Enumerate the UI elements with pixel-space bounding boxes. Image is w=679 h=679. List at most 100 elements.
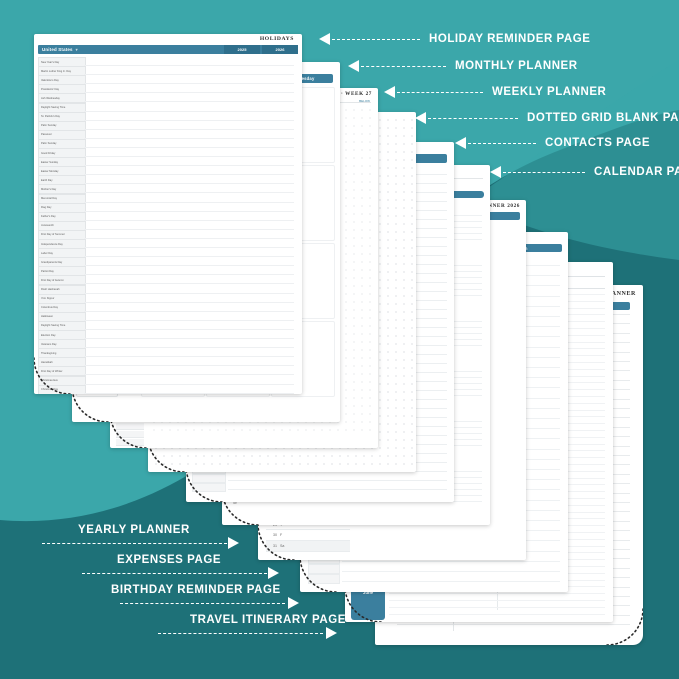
weekly-planner-week-label: 2025 · WEEK 27 xyxy=(326,91,372,97)
birthday-row-line xyxy=(389,613,605,615)
annotation-arrow-left-icon xyxy=(384,86,395,98)
holiday-row-line xyxy=(84,112,294,121)
annotation-label: DOTTED GRID BLANK PAGE xyxy=(527,112,679,124)
holiday-row-line xyxy=(84,366,294,376)
annotation-dash-line xyxy=(120,603,285,604)
weekly-hour-slot xyxy=(116,439,144,446)
holiday-row-line xyxy=(84,248,294,258)
holiday-row-line xyxy=(84,239,294,249)
holidays-year-2025: 2025 xyxy=(224,45,260,54)
weekly-planner-sub-label: BELOW xyxy=(359,99,370,103)
holiday-row-line xyxy=(84,184,294,194)
holiday-row-line xyxy=(84,157,294,167)
annotation-dash-line xyxy=(397,91,483,93)
holidays-year-2026: 2026 xyxy=(262,45,298,54)
contacts-row-line xyxy=(228,480,447,481)
annotation-arrow-left-icon xyxy=(319,33,330,45)
annotation-birthday-reminder: BIRTHDAY REMINDER PAGE xyxy=(0,584,679,609)
birthday-row-line xyxy=(389,606,605,608)
birthday-row-line xyxy=(389,600,605,601)
annotation-calendar: CALENDAR PAGE xyxy=(490,166,679,178)
annotation-dash-line xyxy=(158,633,323,634)
annotation-arrow-right-icon xyxy=(288,597,299,609)
expenses-row-line xyxy=(342,560,560,562)
holiday-row-line xyxy=(84,303,294,312)
contacts-row-cell[interactable] xyxy=(192,474,226,483)
holiday-row-line xyxy=(84,330,294,340)
holiday-row-line xyxy=(84,285,294,294)
annotation-dash-line xyxy=(82,573,267,574)
annotation-arrow-left-icon xyxy=(455,137,466,149)
annotation-weekly-planner: WEEKLY PLANNER xyxy=(384,86,606,98)
contacts-row-line xyxy=(228,489,447,490)
holiday-row-line xyxy=(84,148,294,158)
annotation-label: BIRTHDAY REMINDER PAGE xyxy=(111,584,281,596)
annotation-dash-line xyxy=(332,38,420,40)
annotation-holiday-reminder: HOLIDAY REMINDER PAGE xyxy=(319,33,590,45)
holiday-row-line xyxy=(84,257,294,267)
annotation-dotted-grid: DOTTED GRID BLANK PAGE xyxy=(415,112,679,124)
contacts-row-cell[interactable] xyxy=(192,483,226,492)
holiday-row-line xyxy=(84,321,294,330)
holiday-row-line xyxy=(84,203,294,212)
birthday-row-line xyxy=(389,593,605,595)
annotation-label: EXPENSES PAGE xyxy=(117,554,222,566)
holiday-row-line xyxy=(84,275,294,285)
annotation-dash-line xyxy=(468,142,536,144)
holiday-row-line xyxy=(84,221,294,230)
holiday-row-line xyxy=(84,376,294,385)
holiday-row-line xyxy=(84,357,294,367)
annotation-contacts: CONTACTS PAGE xyxy=(455,137,650,149)
holiday-row-line xyxy=(84,194,294,203)
annotation-label: CONTACTS PAGE xyxy=(545,137,651,149)
weekly-hour-slot xyxy=(116,423,144,430)
holiday-row-line xyxy=(84,166,294,176)
page-holiday-reminder[interactable]: HOLIDAYS United States ▾ 2025 2026 New Y… xyxy=(34,34,302,394)
holiday-row-line xyxy=(84,175,294,185)
travel-row-line[interactable] xyxy=(397,624,630,626)
expenses-row-line xyxy=(342,571,560,572)
holiday-row-line xyxy=(84,66,294,76)
annotation-dash-line xyxy=(42,543,227,544)
holidays-header-bar: United States ▾ xyxy=(38,45,294,54)
holiday-row-line xyxy=(84,57,294,67)
holiday-row-line xyxy=(84,339,294,349)
holiday-row-line xyxy=(84,294,294,303)
expenses-row-line xyxy=(342,581,560,583)
weekly-hour-slot xyxy=(116,431,144,438)
holiday-row-line xyxy=(84,84,294,94)
holidays-country: United States xyxy=(42,47,73,52)
annotation-arrow-right-icon xyxy=(228,537,239,549)
holiday-row-line xyxy=(84,348,294,358)
chevron-down-icon[interactable]: ▾ xyxy=(75,47,78,52)
holiday-row-line xyxy=(84,121,294,130)
annotation-expenses: EXPENSES PAGE xyxy=(0,554,679,579)
annotation-travel-itinerary: TRAVEL ITINERARY PAGE xyxy=(0,614,679,639)
annotation-arrow-left-icon xyxy=(415,112,426,124)
annotation-yearly-planner: YEARLY PLANNER xyxy=(0,524,679,549)
annotation-monthly-planner: MONTHLY PLANNER xyxy=(348,60,577,72)
holiday-row-line xyxy=(84,312,294,321)
annotation-arrow-left-icon xyxy=(490,166,501,178)
annotation-label: WEEKLY PLANNER xyxy=(492,86,607,98)
annotation-label: YEARLY PLANNER xyxy=(78,524,190,536)
annotation-label: MONTHLY PLANNER xyxy=(455,60,578,72)
holiday-row-line xyxy=(84,93,294,103)
annotation-label: CALENDAR PAGE xyxy=(594,166,679,178)
annotation-arrow-right-icon xyxy=(326,627,337,639)
holiday-row-line xyxy=(84,103,294,112)
annotation-arrow-right-icon xyxy=(268,567,279,579)
annotation-dash-line xyxy=(361,65,446,67)
holiday-row-line xyxy=(84,266,294,276)
holiday-row-line xyxy=(84,130,294,139)
annotation-label: HOLIDAY REMINDER PAGE xyxy=(429,33,591,45)
holiday-name-cell: Christmas Day xyxy=(38,384,86,394)
annotation-label: TRAVEL ITINERARY PAGE xyxy=(190,614,346,626)
holiday-row-line xyxy=(84,230,294,239)
holiday-row-line xyxy=(84,139,294,148)
annotation-dash-line xyxy=(428,117,518,119)
holiday-row-line xyxy=(84,75,294,85)
holidays-title: HOLIDAYS xyxy=(259,36,294,42)
holiday-row-line xyxy=(84,212,294,221)
